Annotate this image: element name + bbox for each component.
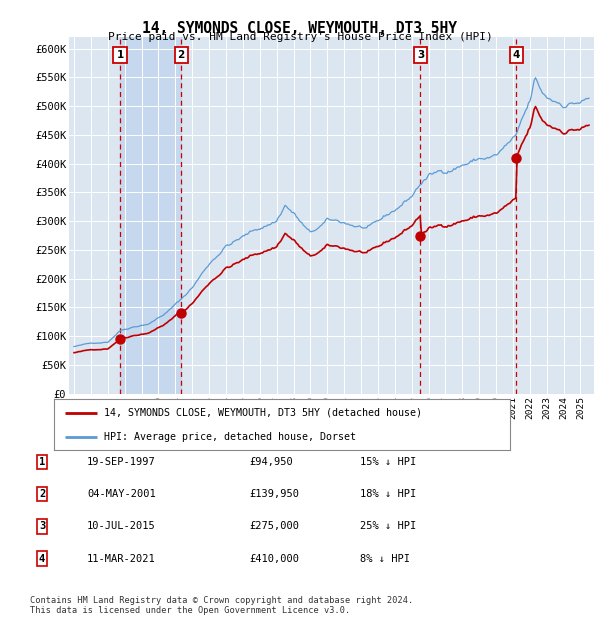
- Text: 8% ↓ HPI: 8% ↓ HPI: [360, 554, 410, 564]
- Text: £94,950: £94,950: [249, 457, 293, 467]
- Bar: [120, 37, 181, 394]
- Text: 15% ↓ HPI: 15% ↓ HPI: [360, 457, 416, 467]
- Text: 19-SEP-1997: 19-SEP-1997: [87, 457, 156, 467]
- Text: 2: 2: [39, 489, 45, 499]
- Text: Price paid vs. HM Land Registry's House Price Index (HPI): Price paid vs. HM Land Registry's House …: [107, 32, 493, 42]
- Text: Contains HM Land Registry data © Crown copyright and database right 2024.
This d: Contains HM Land Registry data © Crown c…: [30, 596, 413, 615]
- Text: HPI: Average price, detached house, Dorset: HPI: Average price, detached house, Dors…: [104, 432, 356, 442]
- Text: 1: 1: [39, 457, 45, 467]
- Text: 4: 4: [39, 554, 45, 564]
- Text: 14, SYMONDS CLOSE, WEYMOUTH, DT3 5HY: 14, SYMONDS CLOSE, WEYMOUTH, DT3 5HY: [143, 21, 458, 36]
- Text: 25% ↓ HPI: 25% ↓ HPI: [360, 521, 416, 531]
- Text: 11-MAR-2021: 11-MAR-2021: [87, 554, 156, 564]
- Text: £410,000: £410,000: [249, 554, 299, 564]
- Text: 3: 3: [39, 521, 45, 531]
- Text: 04-MAY-2001: 04-MAY-2001: [87, 489, 156, 499]
- Text: £139,950: £139,950: [249, 489, 299, 499]
- Text: 3: 3: [417, 50, 424, 60]
- Text: 10-JUL-2015: 10-JUL-2015: [87, 521, 156, 531]
- Text: 2: 2: [178, 50, 185, 60]
- Text: 18% ↓ HPI: 18% ↓ HPI: [360, 489, 416, 499]
- Text: 4: 4: [512, 50, 520, 60]
- Text: £275,000: £275,000: [249, 521, 299, 531]
- Text: 1: 1: [116, 50, 124, 60]
- Text: 14, SYMONDS CLOSE, WEYMOUTH, DT3 5HY (detached house): 14, SYMONDS CLOSE, WEYMOUTH, DT3 5HY (de…: [104, 408, 422, 418]
